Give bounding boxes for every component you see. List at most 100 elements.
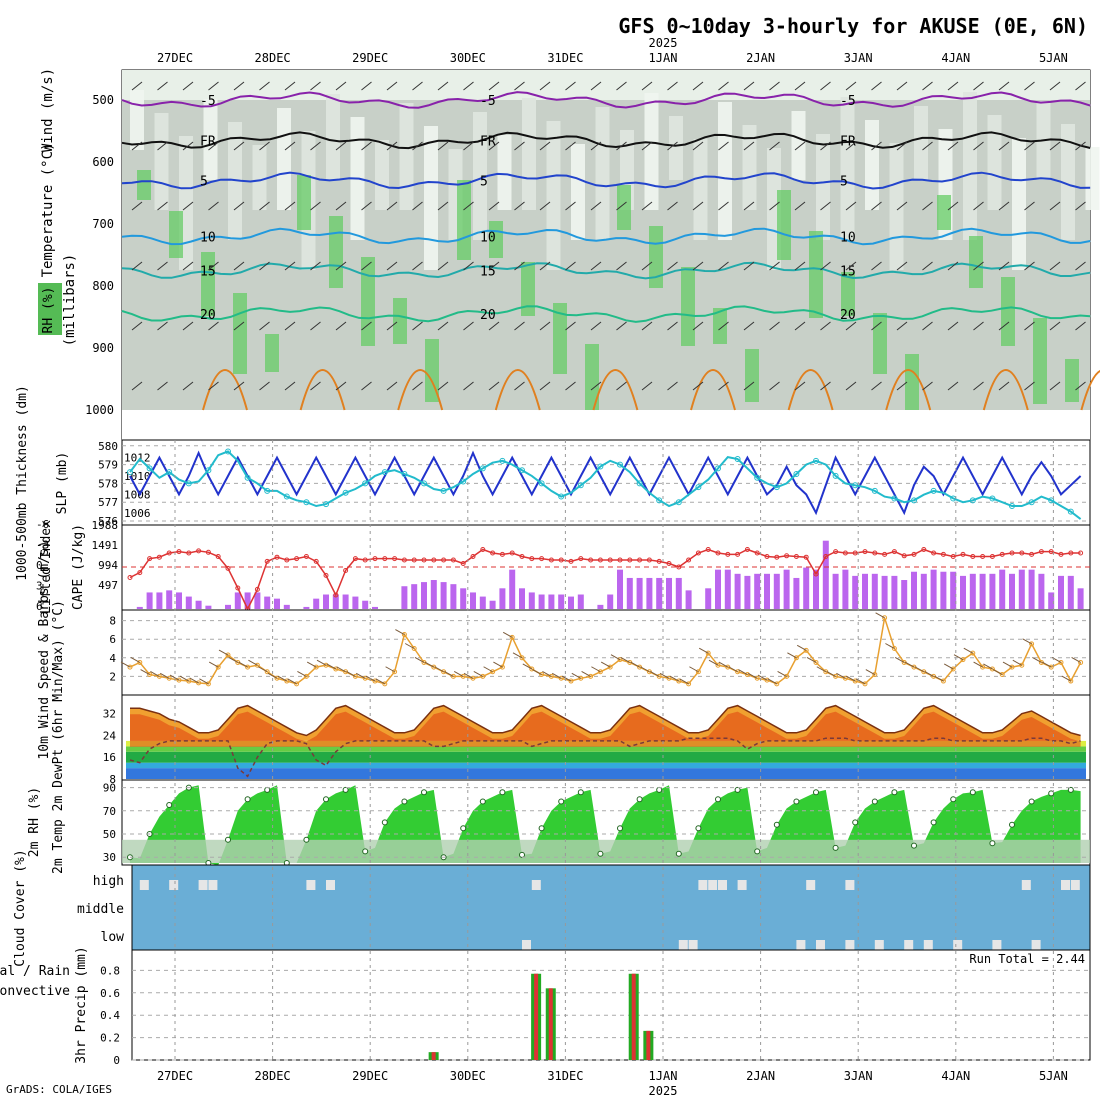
surface-isotherm	[1080, 369, 1100, 411]
wind-barb	[571, 672, 582, 679]
cape-bar	[528, 592, 535, 609]
rh-moist-patch	[969, 236, 983, 288]
wind-barb	[131, 141, 143, 151]
rh-moist-patch	[137, 170, 151, 200]
li-point	[460, 561, 466, 566]
cape-bar	[920, 573, 927, 609]
wind-barb	[983, 663, 993, 670]
wind-point	[744, 672, 750, 678]
cape-bar	[793, 577, 800, 609]
li-point	[196, 548, 202, 554]
li-point	[411, 557, 417, 563]
cape-bar	[411, 584, 418, 609]
thickness-point	[421, 480, 427, 487]
wind-barb	[641, 201, 653, 211]
wind-barb	[947, 381, 959, 391]
wind-barb	[565, 321, 576, 331]
wind-barb	[796, 644, 807, 651]
wind-barb	[233, 81, 245, 91]
rh-moist-patch	[873, 313, 887, 374]
cape-bar	[1018, 569, 1025, 609]
rh-point	[793, 798, 800, 805]
wind-point	[970, 650, 976, 656]
wind-tick: 2	[109, 670, 116, 683]
rh-point	[969, 789, 976, 796]
rh-low-band	[122, 839, 1090, 863]
wind-frame	[121, 609, 1091, 696]
wind-barb	[514, 381, 525, 391]
bottom-date-label: 27DEC	[157, 1069, 193, 1083]
rh-tick: 90	[103, 782, 116, 795]
wind-point	[882, 615, 888, 621]
wind-barb	[943, 663, 954, 670]
surface-isotherm	[202, 369, 248, 411]
cape-bar	[871, 573, 878, 609]
cape-bar	[499, 588, 506, 609]
cape-bar	[930, 569, 937, 609]
wind-barb	[667, 261, 678, 271]
wind-barb	[1075, 381, 1086, 391]
cloud-bar	[1031, 940, 1041, 950]
rh-patch	[571, 144, 585, 240]
wind-barb	[335, 201, 347, 211]
wind-tick: 4	[109, 652, 116, 665]
cape-bar	[558, 594, 565, 609]
cape-bar	[166, 590, 173, 609]
cape-bar	[783, 569, 790, 609]
wind-barb	[1049, 201, 1061, 211]
wind-point	[842, 675, 848, 681]
wind-barb	[669, 675, 680, 682]
isotherm-label: FR	[840, 134, 856, 149]
rh-point	[930, 819, 937, 826]
slp-tick: 1012	[124, 452, 151, 465]
cape-bar	[568, 596, 574, 609]
rh-patch	[130, 90, 144, 150]
wind-barb	[922, 321, 933, 331]
rh-patch	[326, 94, 340, 180]
cloud-bar	[806, 880, 816, 890]
li-point	[989, 554, 995, 559]
wind-barb	[233, 381, 245, 391]
top-date-label: 30DEC	[450, 51, 486, 65]
thickness-point	[342, 489, 349, 496]
wind-barb	[463, 261, 474, 271]
rh-point	[1067, 786, 1074, 793]
wind-point	[578, 675, 584, 681]
wind-barb	[769, 141, 780, 151]
wind-point	[568, 678, 574, 684]
li-point	[960, 551, 966, 557]
bottom-date-label: 31DEC	[547, 1069, 583, 1083]
wind-barb	[412, 81, 423, 91]
cape-bar	[803, 567, 810, 609]
wind-barb	[335, 261, 347, 271]
top-date-label: 4JAN	[941, 51, 970, 65]
li-axis-label: Lifted Index	[39, 520, 54, 614]
wind-barb	[182, 261, 194, 271]
wind-barb	[871, 321, 882, 331]
wind-barb	[871, 261, 882, 271]
wind-barb	[335, 321, 347, 331]
wind-barb	[743, 321, 755, 331]
wind-barb	[718, 201, 729, 211]
cape-bar	[626, 577, 633, 609]
surface-isotherm	[494, 369, 541, 411]
wind-barb	[565, 201, 576, 211]
precip-convective-bar	[431, 1052, 436, 1060]
cape-bar	[205, 605, 212, 609]
wind-point	[774, 681, 780, 687]
thickness-point	[617, 461, 623, 468]
li-point	[303, 554, 309, 559]
isotherm-label: 10	[480, 230, 496, 245]
wind-barb	[463, 381, 474, 391]
rh-moist-patch	[617, 185, 631, 230]
top-date-label: 29DEC	[352, 51, 388, 65]
cape-bar	[636, 577, 643, 609]
wind-barb	[284, 141, 296, 151]
rh-patch	[424, 126, 438, 270]
li-point	[166, 550, 172, 556]
rh-moist-patch	[1001, 277, 1015, 346]
wind-barb	[896, 81, 908, 91]
thickness-point	[303, 499, 310, 506]
wind-barb	[208, 381, 219, 391]
wind-barb	[514, 321, 525, 331]
